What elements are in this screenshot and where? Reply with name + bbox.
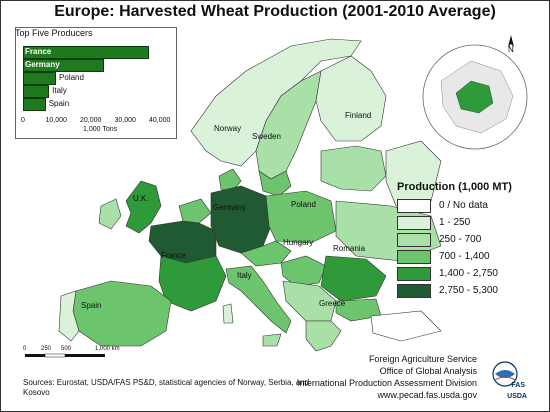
inset-axis-tick: 20,000 [80,117,102,124]
scale-tick-250: 250 [41,346,52,352]
map-region-sicily [262,333,282,347]
legend-title: Production (1,000 MT) [397,181,512,193]
label-finland: Finland [345,111,372,120]
inset-bar-label-france: France [25,47,52,56]
map-region-germany [210,185,272,254]
map-region-finland [315,55,387,142]
label-france: France [161,251,186,260]
globe-inset-icon [422,44,528,150]
map-legend: Production (1,000 MT) 0 / No data 1 - 250… [397,181,545,299]
legend-swatch [397,266,431,281]
north-arrow-icon [508,35,514,47]
inset-bar-label-poland: Poland [59,73,84,82]
scale-tick-1000: 1,000 km [95,346,120,352]
map-region-east [385,140,442,207]
map-region-poland [265,190,337,244]
inset-axis-tick: 0 [21,117,25,124]
label-spain: Spain [81,301,102,310]
legend-item: 1 - 250 [397,214,545,231]
legend-swatch [397,283,431,298]
map-region-sweden-south [258,170,292,197]
inset-bar-label-italy: Italy [52,86,67,95]
label-poland: Poland [291,200,316,209]
scale-tick-500: 500 [61,346,72,352]
legend-label: 250 - 700 [439,234,482,245]
map-region-sardinia [222,303,234,324]
page-title: Europe: Harvested Wheat Production (2001… [54,3,496,20]
inset-chart-axis-title: 1,000 Tons [83,126,118,133]
scale-bar [25,353,105,358]
inset-axis-tick: 30,000 [114,117,136,124]
label-uk: U.K. [133,194,149,203]
legend-swatch [397,198,431,213]
logo-text-usda: USDA [507,393,527,400]
credit-line-3: International Production Assessment Divi… [296,378,477,388]
north-label: N [508,45,514,54]
map-region-romania [320,255,387,302]
map-region-france-south [158,255,227,312]
logo-text-fas: FAS [511,382,525,389]
scale-tick-0: 0 [23,346,27,352]
label-germany: Germany [213,203,246,212]
map-region-benelux [178,198,212,224]
map-region-bulgaria [335,298,382,322]
label-romania: Romania [333,244,366,253]
map-region-norway [190,38,362,167]
legend-label: 1,400 - 2,750 [439,268,498,279]
map-region-portugal [58,290,80,342]
legend-label: 2,750 - 5,300 [439,285,498,296]
inset-chart-title: Top Five Producers [15,28,93,38]
legend-swatch [397,249,431,264]
inset-bar-poland [23,72,57,85]
inset-bar-spain [23,98,46,111]
inset-bar-france [23,46,150,59]
sources-note: Sources: Eurostat, USDA/FAS PS&D, statis… [23,378,310,397]
label-greece: Greece [319,299,346,308]
label-norway: Norway [214,124,242,133]
label-sweden: Sweden [252,132,281,141]
usda-logo-icon [492,361,518,387]
map-region-baltics [320,145,387,192]
map-region-ireland [98,198,122,230]
credits: Foreign Agriculture Service Office of Gl… [297,353,477,401]
inset-bar-germany [23,59,105,72]
credit-line-1: Foreign Agriculture Service [368,354,477,364]
legend-label: 1 - 250 [439,217,471,228]
map-region-hungary [280,255,327,287]
legend-swatch [397,232,431,247]
map-region-uk [125,180,162,234]
inset-bar-label-spain: Spain [48,99,70,108]
legend-label: 0 / No data [439,200,488,211]
map-region-greece [305,320,342,352]
inset-bar-label-germany: Germany [25,60,60,69]
legend-item: 2,750 - 5,300 [397,282,545,299]
legend-item: 250 - 700 [397,231,545,248]
map-region-spain [72,280,172,347]
credit-line-2: Office of Global Analysis [379,366,477,376]
credit-line-4: www.pecad.fas.usda.gov [377,390,477,400]
label-hungary: Hungary [283,238,314,247]
legend-label: 700 - 1,400 [439,251,490,262]
legend-item: 0 / No data [397,197,545,214]
legend-item: 700 - 1,400 [397,248,545,265]
legend-item: 1,400 - 2,750 [397,265,545,282]
inset-axis-tick: 40,000 [149,117,171,124]
map-region-turkey [370,310,442,342]
inset-bar-italy [23,85,50,98]
map-region-italy [225,265,292,334]
label-italy: Italy [237,271,252,280]
inset-axis-tick: 10,000 [45,117,67,124]
legend-swatch [397,215,431,230]
map-region-czech [240,240,292,267]
